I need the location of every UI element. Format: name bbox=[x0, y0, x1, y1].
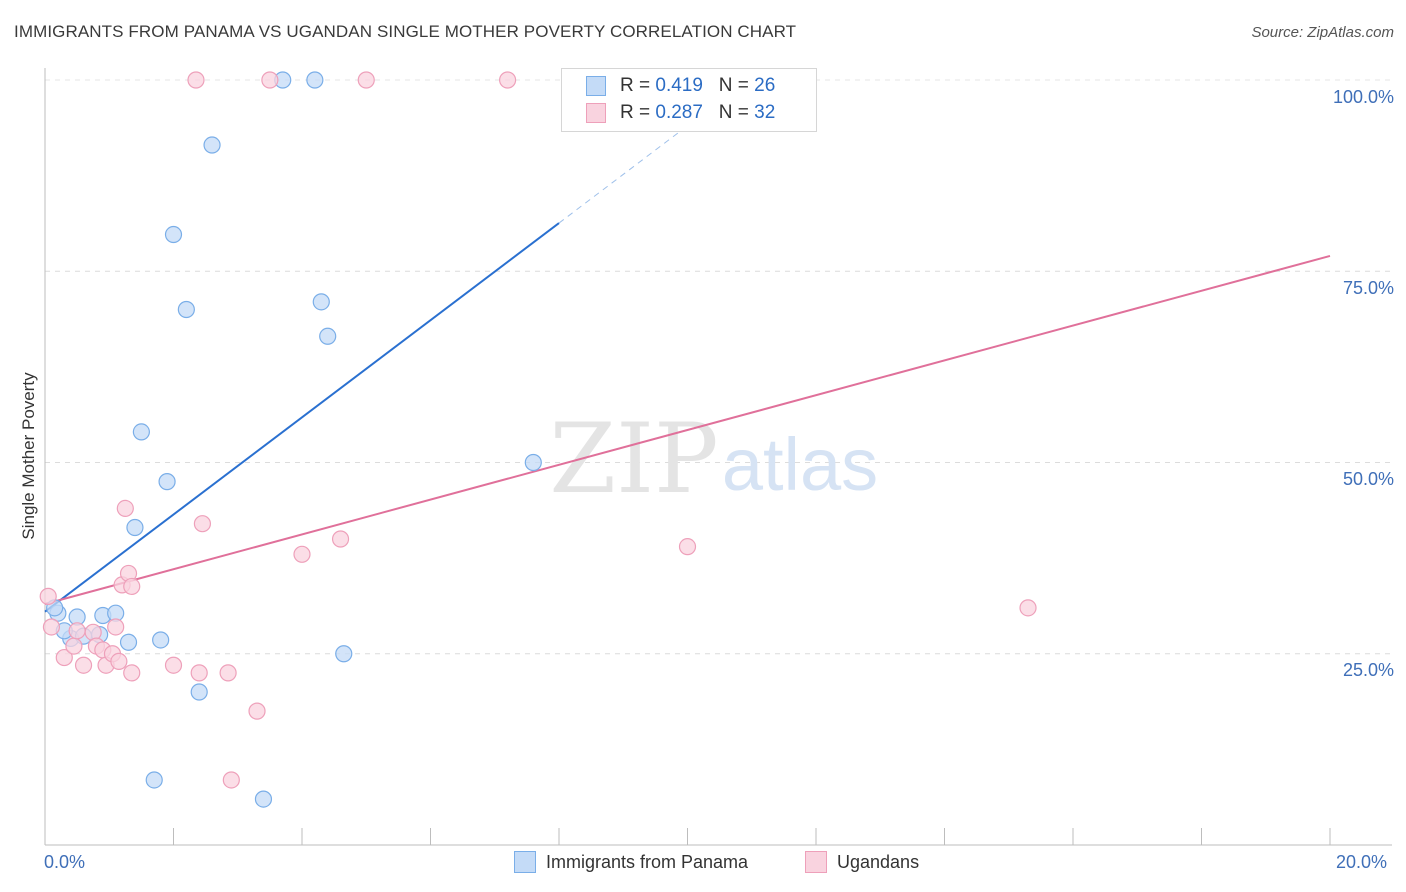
correlation-legend: R = 0.419 N = 26 R = 0.287 N = 32 bbox=[561, 68, 817, 132]
legend-r-label: R = bbox=[620, 102, 656, 123]
legend-swatch-ugandans bbox=[586, 103, 606, 123]
point-ugandans-0 bbox=[39, 587, 57, 605]
y-tick-50: 50.0% bbox=[1342, 469, 1394, 489]
point-ugandans-3 bbox=[65, 637, 83, 655]
point-ugandans-5 bbox=[74, 656, 93, 674]
legend-row-ugandans: R = 0.287 N = 32 bbox=[586, 101, 775, 125]
point-panama-7 bbox=[119, 633, 138, 651]
point-ugandans-22 bbox=[219, 664, 237, 682]
legend-swatch-panama bbox=[586, 76, 606, 96]
point-panama-8 bbox=[126, 518, 144, 537]
point-panama-17 bbox=[254, 790, 273, 808]
point-ugandans-14 bbox=[116, 499, 134, 517]
watermark-zip: ZIP bbox=[549, 403, 718, 515]
point-ugandans-25 bbox=[261, 71, 279, 89]
point-panama-11 bbox=[158, 473, 176, 491]
legend-n-label: N = bbox=[702, 75, 755, 96]
point-ugandans-26 bbox=[293, 545, 311, 563]
point-panama-15 bbox=[203, 136, 221, 154]
x-tick-min: 0.0% bbox=[44, 852, 86, 872]
point-panama-21 bbox=[319, 327, 337, 345]
trend-line-ugandans bbox=[44, 254, 1331, 605]
legend-r-label: R = bbox=[620, 75, 656, 96]
y-tick-25: 25.0% bbox=[1342, 660, 1394, 680]
point-panama-9 bbox=[132, 423, 150, 441]
point-ugandans-2 bbox=[55, 648, 73, 667]
point-panama-12 bbox=[164, 225, 183, 244]
legend-r-ugandans: 0.287 bbox=[655, 102, 703, 123]
point-ugandans-24 bbox=[248, 702, 266, 720]
point-panama-16 bbox=[145, 771, 163, 789]
watermark-atlas: atlas bbox=[722, 423, 878, 506]
point-ugandans-13 bbox=[110, 652, 128, 671]
point-ugandans-21 bbox=[193, 515, 212, 533]
y-tick-100: 100.0% bbox=[1332, 87, 1394, 107]
point-panama-22 bbox=[335, 645, 353, 663]
point-ugandans-11 bbox=[107, 618, 125, 636]
chart-title: IMMIGRANTS FROM PANAMA VS UGANDAN SINGLE… bbox=[14, 22, 797, 41]
y-axis-label: Single Mother Poverty bbox=[19, 372, 38, 540]
legend-n-panama: 26 bbox=[754, 75, 776, 96]
point-ugandans-19 bbox=[187, 71, 205, 89]
source-label: Source: ZipAtlas.com bbox=[1251, 24, 1394, 41]
point-ugandans-30 bbox=[678, 538, 697, 556]
point-panama-20 bbox=[312, 293, 330, 311]
legend-n-ugandans: 32 bbox=[754, 102, 776, 123]
x-tick-max: 20.0% bbox=[1336, 852, 1388, 872]
point-ugandans-16 bbox=[123, 577, 141, 596]
bottom-legend-panama: Immigrants from Panama bbox=[514, 851, 748, 873]
bottom-legend-label-ugandans: Ugandans bbox=[837, 851, 920, 872]
point-panama-23 bbox=[524, 453, 542, 472]
point-ugandans-29 bbox=[499, 71, 517, 89]
point-ugandans-4 bbox=[68, 622, 86, 640]
bottom-legend-label-panama: Immigrants from Panama bbox=[546, 851, 749, 872]
bottom-legend-swatch-ugandans bbox=[805, 851, 827, 873]
legend-n-label: N = bbox=[702, 102, 755, 123]
legend-r-panama: 0.419 bbox=[655, 75, 703, 96]
point-ugandans-1 bbox=[42, 618, 61, 636]
point-panama-14 bbox=[190, 683, 208, 701]
trend-line-panama bbox=[44, 222, 560, 613]
point-ugandans-27 bbox=[331, 530, 350, 548]
point-ugandans-18 bbox=[164, 656, 183, 674]
point-ugandans-31 bbox=[1019, 599, 1037, 617]
point-panama-13 bbox=[177, 300, 195, 319]
point-ugandans-28 bbox=[357, 71, 375, 89]
bottom-legend-ugandans: Ugandans bbox=[805, 851, 919, 873]
bottom-legend-swatch-panama bbox=[514, 851, 536, 873]
point-panama-19 bbox=[306, 71, 324, 89]
point-panama-10 bbox=[152, 631, 170, 649]
point-ugandans-17 bbox=[123, 664, 141, 682]
point-ugandans-23 bbox=[222, 771, 240, 789]
y-tick-75: 75.0% bbox=[1342, 278, 1394, 298]
legend-row-panama: R = 0.419 N = 26 bbox=[586, 74, 775, 98]
point-ugandans-20 bbox=[190, 664, 208, 682]
